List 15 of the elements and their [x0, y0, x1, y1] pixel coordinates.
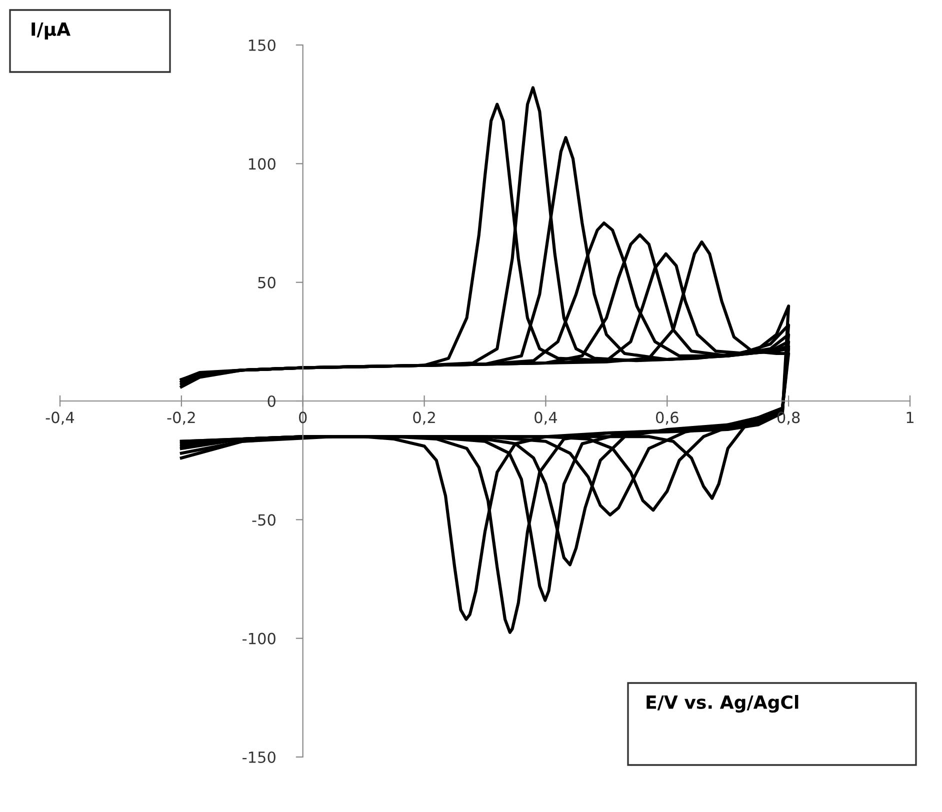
x-tick-label: 0,8: [777, 412, 800, 425]
y-tick-label: -50: [252, 514, 276, 526]
x-tick-label: 0,6: [656, 412, 678, 425]
y-tick-label: -150: [242, 751, 276, 764]
x-tick-label: 0,4: [534, 412, 558, 425]
x-tick-label: -0,4: [46, 412, 74, 425]
x-tick-label: 1: [906, 412, 914, 424]
y-tick-label: -100: [242, 632, 276, 644]
x-axis-title: E/V vs. Ag/AgCl: [646, 695, 798, 713]
y-axis-title: I/μA: [32, 22, 70, 40]
y-tick-label: 50: [258, 276, 276, 288]
y-tick-label: 100: [248, 158, 276, 170]
x-tick-label: 0,2: [413, 412, 435, 425]
y-tick-label: 150: [248, 39, 276, 52]
x-tick-label: -0,2: [167, 412, 195, 425]
